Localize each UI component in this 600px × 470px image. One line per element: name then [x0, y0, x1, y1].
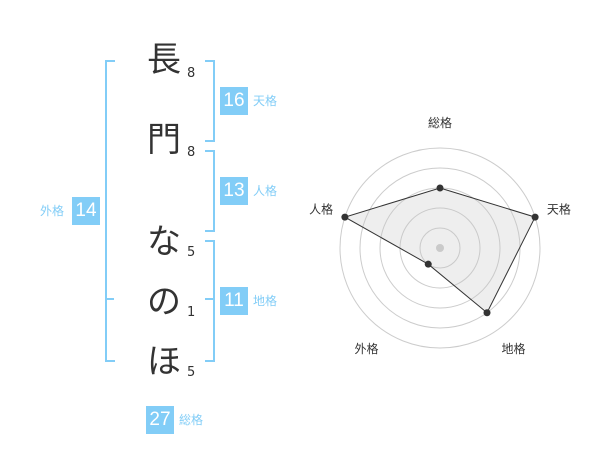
radar-axis-label: 外格 [355, 341, 379, 356]
jinkaku-value: 13 [220, 177, 248, 205]
jinkaku-bracket [205, 150, 215, 232]
soukaku-label: 総格 [179, 413, 204, 427]
gaikaku-value: 14 [72, 197, 100, 225]
chikaku-bracket-tick [205, 298, 214, 300]
gaikaku-bracket [105, 60, 115, 362]
radar-point [436, 184, 444, 192]
tenkaku-bracket [205, 60, 215, 142]
radar-point [531, 213, 539, 221]
radar-grid-ring [419, 227, 461, 269]
stroke-count: 8 [187, 145, 196, 160]
radar-center-dot [436, 244, 444, 252]
name-char: 門 [147, 120, 181, 160]
stroke-count: 1 [187, 305, 196, 320]
radar-point [483, 309, 491, 317]
stroke-count: 5 [187, 365, 196, 380]
stroke-count: 8 [187, 66, 196, 81]
radar-axis-label: 人格 [309, 201, 333, 216]
chikaku-bracket [205, 240, 215, 362]
radar-axis-label: 地格 [501, 341, 525, 356]
name-char: ほ [147, 342, 181, 382]
radar-point [341, 213, 349, 221]
jinkaku-label: 人格 [253, 184, 278, 198]
tenkaku-value: 16 [220, 87, 248, 115]
stroke-count: 5 [187, 245, 196, 260]
radar-area [343, 187, 536, 314]
gaikaku-label: 外格 [40, 204, 65, 218]
chikaku-value: 11 [220, 287, 248, 315]
tenkaku-label: 天格 [253, 94, 278, 108]
soukaku-value: 27 [146, 406, 174, 434]
name-char: な [147, 222, 181, 262]
chikaku-label: 地格 [253, 294, 278, 308]
radar-grid-ring [339, 147, 541, 349]
gaikaku-bracket-tick [105, 298, 114, 300]
radar-point [424, 260, 432, 268]
name-char: 長 [147, 40, 181, 80]
radar-axis-label: 天格 [547, 201, 571, 216]
name-char: の [147, 282, 181, 322]
radar-axis-label: 総格 [428, 115, 452, 130]
